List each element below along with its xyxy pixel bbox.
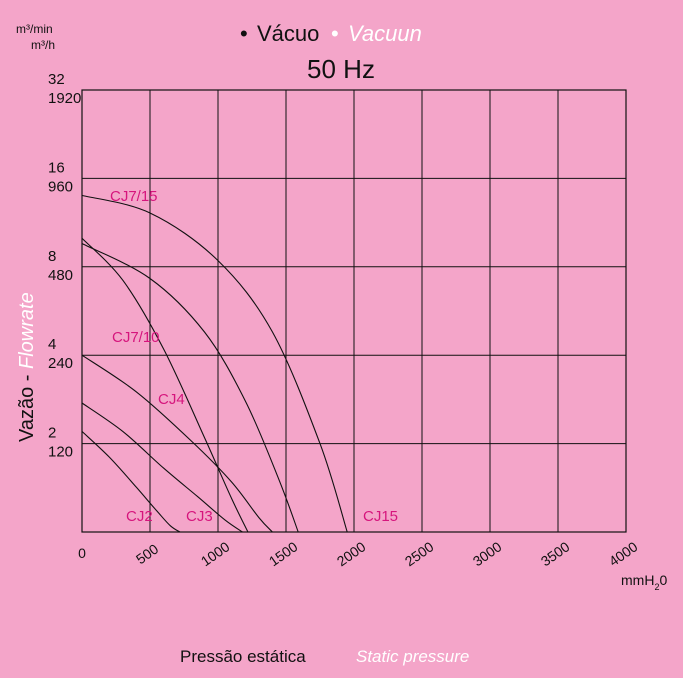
series-curve-cj4 (81, 354, 273, 533)
x-tick-label-8: 4000 (606, 538, 641, 569)
frequency-label: 50 Hz (307, 54, 375, 84)
x-unit: mmH20 (621, 572, 667, 592)
y-tick-m3min-0: 32 (48, 71, 65, 88)
x-unit-tail: 0 (659, 572, 667, 588)
x-tick-label-2: 1000 (198, 538, 233, 569)
y-tick-m3h-2: 480 (48, 267, 73, 284)
y-tick-m3min-3: 4 (48, 336, 56, 353)
title-bullet-pt: • (240, 21, 248, 46)
x-unit-sub: 2 (654, 582, 659, 592)
series-curve-cj2 (81, 431, 181, 533)
y-axis-title-en: Flowrate (16, 292, 38, 369)
x-tick-label-3: 1500 (266, 538, 301, 569)
y-tick-labels: 32 1920 16 960 8 480 4 240 2 120 (48, 71, 81, 461)
grid (81, 89, 627, 533)
title-bullet-en: • (331, 21, 339, 46)
curve-label-cj2: CJ2 (126, 508, 153, 525)
y-tick-m3h-0: 1920 (48, 90, 81, 107)
curve-label-cj3: CJ3 (186, 508, 213, 525)
title-pt: Vácuo (257, 21, 319, 46)
y-tick-m3min-4: 2 (48, 425, 56, 442)
x-tick-label-0: 0 (78, 545, 86, 561)
y-tick-m3min-2: 8 (48, 248, 56, 265)
curve-label-cj4: CJ4 (158, 391, 185, 408)
title-en: Vacuun (348, 21, 422, 46)
y-axis-title: Vazão - Flowrate (16, 292, 38, 442)
curve-label-cj7-10: CJ7/10 (112, 329, 160, 346)
x-tick-label-6: 3000 (470, 538, 505, 569)
x-tick-label-1: 500 (133, 541, 161, 568)
series-curves (81, 194, 348, 533)
y-tick-m3h-3: 240 (48, 355, 73, 372)
y-axis-title-pt: Vazão - (16, 369, 38, 442)
x-tick-labels: 0 500 1000 1500 2000 2500 3000 3500 4000 (78, 538, 641, 569)
x-unit-main: mmH (621, 572, 654, 588)
series-curve-cj15 (81, 194, 348, 533)
x-tick-label-5: 2500 (402, 538, 437, 569)
series-curve-cj3 (81, 402, 243, 533)
y-tick-m3h-1: 960 (48, 178, 73, 195)
curve-labels: CJ7/15 CJ7/10 CJ4 CJ2 CJ3 CJ15 (110, 188, 398, 525)
y-tick-m3min-1: 16 (48, 159, 65, 176)
y-tick-m3h-4: 120 (48, 444, 73, 461)
curve-label-cj15: CJ15 (363, 508, 398, 525)
x-axis-title-en: Static pressure (356, 647, 469, 666)
x-axis-title-pt: Pressão estática (180, 647, 306, 666)
flow-unit-m3min: m³/min (16, 22, 53, 36)
curve-label-cj7-15: CJ7/15 (110, 188, 158, 205)
series-curve-cj7-10 (81, 237, 249, 533)
series-curve-cj7-15 (81, 243, 299, 533)
flow-unit-m3h: m³/h (31, 38, 55, 52)
x-tick-label-7: 3500 (538, 538, 573, 569)
x-tick-label-4: 2000 (334, 538, 369, 569)
